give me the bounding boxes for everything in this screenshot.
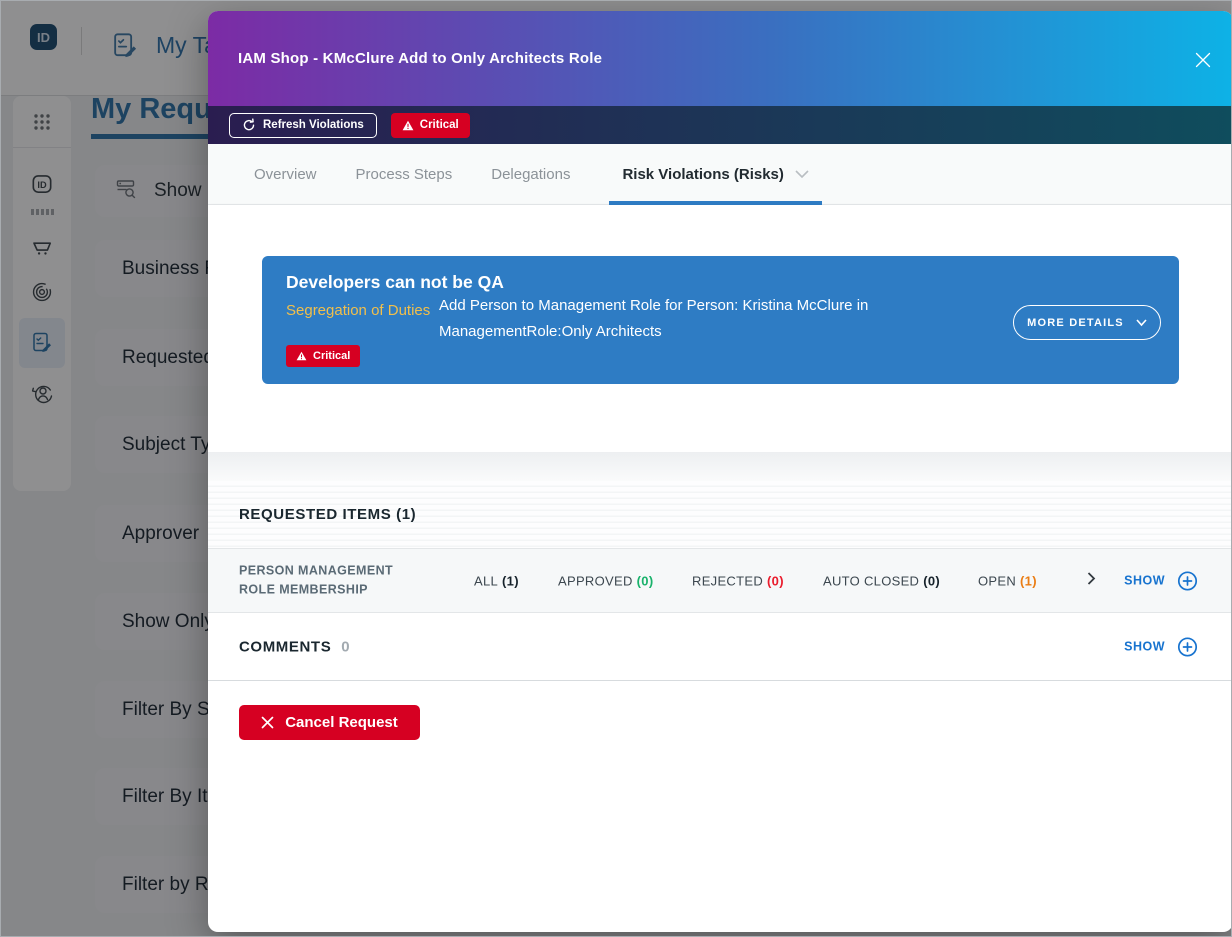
tasks-doc-icon <box>33 332 51 352</box>
page-title: My Reque <box>91 93 228 125</box>
request-details-modal: IAM Shop - KMcClure Add to Only Architec… <box>208 11 1231 932</box>
cancel-request-label: Cancel Request <box>285 714 398 731</box>
topbar-divider <box>81 27 82 55</box>
modal-title: IAM Shop - KMcClure Add to Only Architec… <box>238 50 603 67</box>
sidebar-item-access[interactable] <box>13 270 71 314</box>
modal-header: IAM Shop - KMcClure Add to Only Architec… <box>208 11 1231 106</box>
more-details-label: MORE DETAILS <box>1027 316 1124 329</box>
refresh-violations-button[interactable]: Refresh Violations <box>229 112 377 138</box>
chevron-down-icon <box>1136 318 1147 326</box>
cancel-request-button[interactable]: Cancel Request <box>239 705 420 740</box>
more-details-button[interactable]: MORE DETAILS <box>1013 305 1161 340</box>
violation-card: Developers can not be QA Segregation of … <box>262 256 1179 384</box>
stat-all[interactable]: ALL (1) <box>474 573 519 588</box>
warning-triangle-icon <box>296 351 307 361</box>
violations-panel: Developers can not be QA Segregation of … <box>208 205 1231 452</box>
critical-severity-badge: Critical <box>390 112 470 138</box>
show-item-details-button[interactable]: SHOW <box>1124 570 1198 591</box>
server-search-icon <box>113 176 139 207</box>
chevron-down-icon <box>795 169 809 178</box>
id-badge-icon: ID <box>32 175 52 193</box>
tab-overview[interactable]: Overview <box>254 165 317 183</box>
requested-item-row: PERSON MANAGEMENT ROLE MEMBERSHIP ALL (1)… <box>208 549 1231 613</box>
refresh-violations-label: Refresh Violations <box>263 119 364 131</box>
chevron-right-icon[interactable] <box>1087 571 1096 590</box>
svg-text:ID: ID <box>37 180 47 190</box>
nav-item-my-tasks[interactable]: My Ta <box>156 32 217 58</box>
comments-section: COMMENTS 0 SHOW <box>208 613 1231 681</box>
x-icon <box>261 716 274 729</box>
sidebar-item-my-requests-active[interactable] <box>19 318 65 368</box>
plus-circle-icon <box>1177 570 1198 591</box>
cart-icon <box>33 242 52 255</box>
filter-label: Approver <box>122 522 200 544</box>
sidebar-item-delegations[interactable] <box>13 372 71 416</box>
tab-process-steps[interactable]: Process Steps <box>355 165 453 183</box>
tasks-doc-icon[interactable] <box>109 30 141 67</box>
requested-item-name: PERSON MANAGEMENT ROLE MEMBERSHIP <box>239 563 394 597</box>
warning-triangle-icon <box>402 120 414 130</box>
page-title-underline <box>91 134 209 139</box>
stat-auto-closed[interactable]: AUTO CLOSED (0) <box>823 573 941 588</box>
stat-approved[interactable]: APPROVED (0) <box>558 573 654 588</box>
violation-description: Add Person to Management Role for Person… <box>439 297 869 340</box>
close-icon[interactable] <box>1195 52 1211 68</box>
modal-tabs: Overview Process Steps Delegations Risk … <box>208 144 1231 205</box>
violation-critical-badge: Critical <box>286 345 361 367</box>
filter-label: Filter By Item <box>122 785 234 807</box>
filter-label: Filter by Risk <box>122 873 232 895</box>
rail-dashes-decoration <box>13 206 71 218</box>
sidebar-item-identity[interactable]: ID <box>13 162 71 206</box>
filter-label: Business Re <box>122 257 229 279</box>
tab-risk-violations-label: Risk Violations (Risks) <box>622 165 784 183</box>
sidebar-rail: ID <box>13 96 71 491</box>
comments-title: COMMENTS 0 <box>239 638 351 655</box>
filter-label: Requested b <box>122 346 230 368</box>
section-gap <box>208 452 1231 481</box>
stat-open[interactable]: OPEN (1) <box>978 573 1037 588</box>
filter-label: Filter By Stat <box>122 698 231 720</box>
plus-circle-icon <box>1177 636 1198 657</box>
modal-toolbar: Refresh Violations Critical <box>208 106 1231 144</box>
tab-delegations[interactable]: Delegations <box>491 165 571 183</box>
requested-items-title: REQUESTED ITEMS (1) <box>239 506 417 523</box>
filter-label: Subject Type <box>122 433 232 455</box>
app-grid-button[interactable] <box>13 96 71 148</box>
critical-severity-label: Critical <box>419 119 459 131</box>
app-logo[interactable]: ID <box>30 24 57 50</box>
tab-risk-violations[interactable]: Risk Violations (Risks) <box>609 144 823 205</box>
violation-title: Developers can not be QA <box>286 272 504 292</box>
grid-icon <box>34 113 50 130</box>
violation-critical-label: Critical <box>313 350 351 362</box>
show-label: SHOW <box>1124 639 1165 654</box>
violation-category: Segregation of Duties <box>286 302 431 319</box>
show-comments-button[interactable]: SHOW <box>1124 636 1198 657</box>
fingerprint-icon <box>32 282 52 302</box>
sidebar-item-shop[interactable] <box>13 226 71 270</box>
refresh-icon <box>243 118 255 131</box>
show-label: SHOW <box>1124 573 1165 588</box>
user-sync-icon <box>31 385 53 404</box>
stat-rejected[interactable]: REJECTED (0) <box>692 573 784 588</box>
comments-count: 0 <box>341 638 351 655</box>
requested-items-section-header: REQUESTED ITEMS (1) <box>208 481 1231 549</box>
